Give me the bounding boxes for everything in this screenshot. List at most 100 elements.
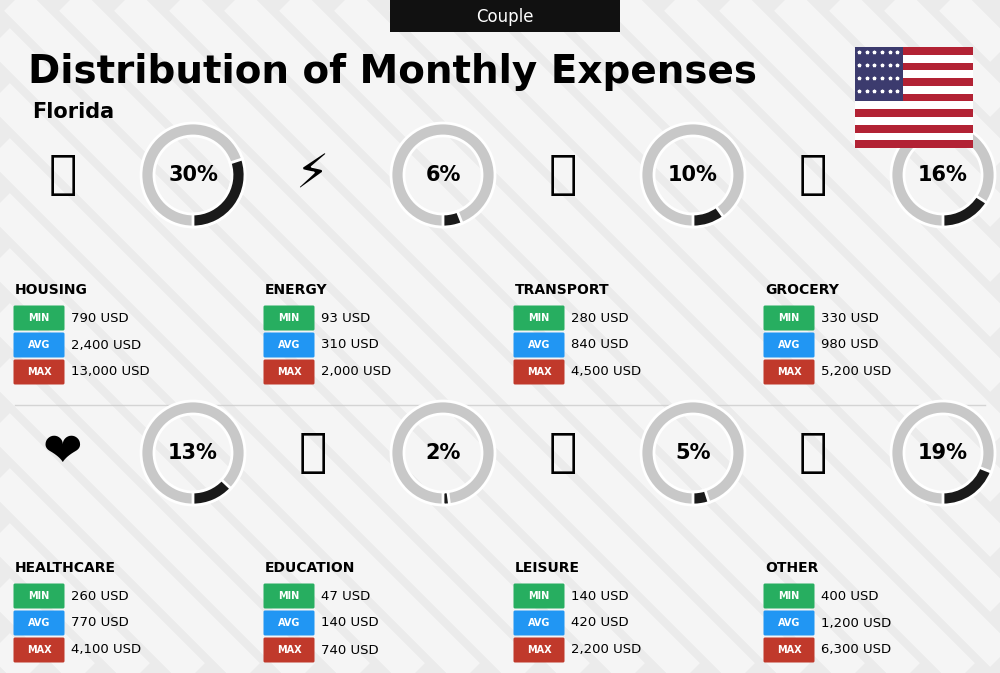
FancyBboxPatch shape <box>514 583 564 608</box>
FancyBboxPatch shape <box>855 71 973 78</box>
FancyBboxPatch shape <box>764 306 814 330</box>
Text: AVG: AVG <box>778 618 800 628</box>
FancyBboxPatch shape <box>855 55 973 63</box>
Text: 980 USD: 980 USD <box>821 339 879 351</box>
FancyBboxPatch shape <box>855 140 973 148</box>
Text: 140 USD: 140 USD <box>571 590 629 602</box>
FancyBboxPatch shape <box>514 610 564 635</box>
Text: 🛍️: 🛍️ <box>549 431 577 476</box>
Text: MAX: MAX <box>527 645 551 655</box>
FancyBboxPatch shape <box>264 637 314 662</box>
Text: 140 USD: 140 USD <box>321 616 379 629</box>
Text: MAX: MAX <box>527 367 551 377</box>
Text: HEALTHCARE: HEALTHCARE <box>15 561 116 575</box>
Text: 5,200 USD: 5,200 USD <box>821 365 891 378</box>
FancyBboxPatch shape <box>855 117 973 125</box>
Text: MAX: MAX <box>777 645 801 655</box>
Text: LEISURE: LEISURE <box>515 561 580 575</box>
FancyBboxPatch shape <box>264 583 314 608</box>
Text: 330 USD: 330 USD <box>821 312 879 324</box>
Text: 🎓: 🎓 <box>299 431 327 476</box>
Wedge shape <box>891 401 995 505</box>
Text: 2,000 USD: 2,000 USD <box>321 365 391 378</box>
Text: AVG: AVG <box>278 340 300 350</box>
Text: 2,400 USD: 2,400 USD <box>71 339 141 351</box>
Text: 2%: 2% <box>425 443 461 463</box>
Wedge shape <box>193 159 245 227</box>
Text: AVG: AVG <box>278 618 300 628</box>
Text: Distribution of Monthly Expenses: Distribution of Monthly Expenses <box>28 53 757 91</box>
Wedge shape <box>943 467 991 505</box>
FancyBboxPatch shape <box>514 359 564 384</box>
FancyBboxPatch shape <box>264 332 314 357</box>
Text: OTHER: OTHER <box>765 561 818 575</box>
Text: 260 USD: 260 USD <box>71 590 129 602</box>
Text: MAX: MAX <box>27 645 51 655</box>
Text: MIN: MIN <box>778 313 800 323</box>
Text: 16%: 16% <box>918 165 968 185</box>
FancyBboxPatch shape <box>14 306 64 330</box>
Text: 🚌: 🚌 <box>549 153 577 197</box>
FancyBboxPatch shape <box>264 359 314 384</box>
Text: 6%: 6% <box>425 165 461 185</box>
Wedge shape <box>391 401 495 505</box>
Text: 🛒: 🛒 <box>799 153 827 197</box>
Text: 47 USD: 47 USD <box>321 590 370 602</box>
Text: AVG: AVG <box>28 618 50 628</box>
FancyBboxPatch shape <box>764 610 814 635</box>
FancyBboxPatch shape <box>514 637 564 662</box>
Text: 4,500 USD: 4,500 USD <box>571 365 641 378</box>
Text: 💰: 💰 <box>799 431 827 476</box>
Text: 10%: 10% <box>668 165 718 185</box>
Text: TRANSPORT: TRANSPORT <box>515 283 610 297</box>
Text: 30%: 30% <box>168 165 218 185</box>
FancyBboxPatch shape <box>14 359 64 384</box>
FancyBboxPatch shape <box>764 332 814 357</box>
Text: MIN: MIN <box>28 313 50 323</box>
Wedge shape <box>443 211 462 227</box>
Text: 770 USD: 770 USD <box>71 616 129 629</box>
FancyBboxPatch shape <box>14 583 64 608</box>
FancyBboxPatch shape <box>855 47 903 102</box>
Text: AVG: AVG <box>528 340 550 350</box>
Text: MIN: MIN <box>528 591 550 601</box>
FancyBboxPatch shape <box>14 332 64 357</box>
Text: 6,300 USD: 6,300 USD <box>821 643 891 656</box>
FancyBboxPatch shape <box>264 306 314 330</box>
FancyBboxPatch shape <box>855 63 973 71</box>
Text: 13,000 USD: 13,000 USD <box>71 365 150 378</box>
Text: 420 USD: 420 USD <box>571 616 629 629</box>
Text: AVG: AVG <box>778 340 800 350</box>
FancyBboxPatch shape <box>390 0 620 32</box>
Wedge shape <box>641 123 745 227</box>
Text: 310 USD: 310 USD <box>321 339 379 351</box>
Text: MIN: MIN <box>28 591 50 601</box>
Wedge shape <box>141 123 245 227</box>
Text: 5%: 5% <box>675 443 711 463</box>
Text: ⚡️: ⚡️ <box>296 153 330 197</box>
FancyBboxPatch shape <box>764 583 814 608</box>
Text: 93 USD: 93 USD <box>321 312 370 324</box>
FancyBboxPatch shape <box>855 125 973 133</box>
Text: 4,100 USD: 4,100 USD <box>71 643 141 656</box>
FancyBboxPatch shape <box>14 637 64 662</box>
Text: Couple: Couple <box>476 8 534 26</box>
Text: 19%: 19% <box>918 443 968 463</box>
Text: ENERGY: ENERGY <box>265 283 328 297</box>
Text: 280 USD: 280 USD <box>571 312 629 324</box>
FancyBboxPatch shape <box>514 306 564 330</box>
Wedge shape <box>943 196 987 227</box>
FancyBboxPatch shape <box>855 133 973 140</box>
Text: MIN: MIN <box>528 313 550 323</box>
Text: 840 USD: 840 USD <box>571 339 629 351</box>
Text: GROCERY: GROCERY <box>765 283 839 297</box>
Wedge shape <box>891 123 995 227</box>
Text: 13%: 13% <box>168 443 218 463</box>
FancyBboxPatch shape <box>14 610 64 635</box>
Text: MIN: MIN <box>278 313 300 323</box>
Text: MAX: MAX <box>277 367 301 377</box>
FancyBboxPatch shape <box>764 359 814 384</box>
FancyBboxPatch shape <box>855 109 973 117</box>
Wedge shape <box>693 490 709 505</box>
FancyBboxPatch shape <box>264 610 314 635</box>
